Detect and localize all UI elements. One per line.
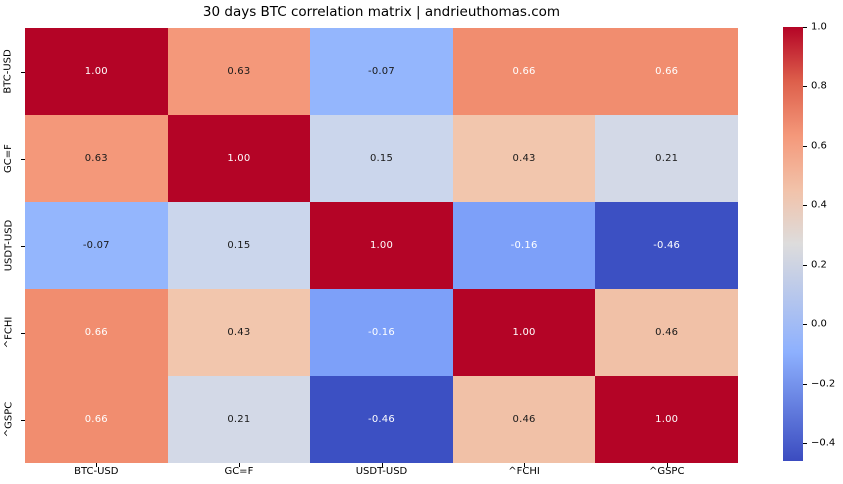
heatmap-cell: 0.46 (452, 376, 596, 463)
colorbar-tick (803, 443, 807, 445)
heatmap-cell: -0.07 (25, 202, 168, 289)
colorbar-tick (803, 264, 807, 266)
colorbar-tick (803, 324, 807, 326)
y-axis-label: BTC-USD (3, 49, 14, 94)
heatmap-cell: 0.21 (167, 376, 311, 463)
colorbar-tick (803, 27, 807, 28)
colorbar-tick-label: −0.4 (811, 437, 836, 449)
colorbar-tick (803, 145, 807, 147)
y-axis-label: USDT-USD (3, 219, 15, 272)
x-axis-label: GC=F (224, 466, 254, 477)
x-axis-tick (666, 463, 668, 467)
x-axis-label: ^GSPC (648, 466, 685, 477)
colorbar-tick (803, 383, 807, 385)
colorbar-tick (803, 86, 807, 88)
y-axis-tick (21, 158, 25, 160)
heatmap-cell: -0.46 (310, 376, 453, 463)
y-axis-tick (21, 245, 25, 247)
heatmap-cell: 1.00 (310, 202, 453, 289)
heatmap-cell: 0.15 (167, 202, 311, 289)
heatmap-cell: 0.63 (25, 115, 168, 202)
colorbar-tick-label: 0.8 (811, 80, 827, 92)
heatmap-cell: 0.43 (167, 289, 311, 376)
heatmap-cell: 0.21 (595, 115, 738, 202)
heatmap-grid: 1.00 0.63 -0.07 0.66 0.66 0.63 1.00 0.15 0.43 0.2… (25, 28, 738, 463)
x-axis-label: BTC-USD (74, 466, 119, 477)
colorbar-tick-label: 0.6 (811, 140, 827, 152)
x-axis-tick (238, 463, 240, 467)
heatmap-cell: 1.00 (595, 376, 738, 463)
heatmap-cell: 1.00 (167, 115, 311, 202)
y-axis-label: ^GSPC (3, 401, 14, 438)
colorbar-tick-label: 0.0 (811, 318, 827, 330)
y-axis-tick (21, 419, 25, 421)
colorbar-tick (803, 205, 807, 207)
heatmap-cell: 0.46 (595, 289, 738, 376)
heatmap-cell: 0.66 (25, 376, 168, 463)
y-axis-tick (21, 332, 25, 334)
y-axis-tick (21, 71, 25, 73)
colorbar-tick-label: 0.4 (811, 199, 827, 211)
heatmap-cell: -0.16 (452, 202, 596, 289)
heatmap-cell: 1.00 (25, 28, 168, 115)
heatmap-cell: 0.66 (25, 289, 168, 376)
heatmap-cell: 0.43 (452, 115, 596, 202)
heatmap-cell: 0.15 (310, 115, 453, 202)
colorbar-tick-label: −0.2 (811, 378, 836, 390)
heatmap-cell: -0.16 (310, 289, 453, 376)
x-axis-label: USDT-USD (355, 466, 408, 477)
x-axis-tick (524, 463, 526, 467)
colorbar-tick-label: 0.2 (811, 259, 827, 271)
heatmap-cell: 0.63 (167, 28, 311, 115)
x-axis-tick (381, 463, 383, 467)
x-axis-tick (96, 463, 98, 467)
heatmap-cell: -0.46 (595, 202, 738, 289)
chart-title: 30 days BTC correlation matrix | andrieu… (202, 4, 561, 20)
heatmap-cell: 0.66 (452, 28, 596, 115)
colorbar-tick-label: 1.0 (811, 21, 827, 33)
y-axis-label: ^FCHI (3, 316, 14, 349)
heatmap-cell: 1.00 (452, 289, 596, 376)
heatmap-cell: 0.66 (595, 28, 738, 115)
heatmap-cell: -0.07 (310, 28, 453, 115)
colorbar (783, 27, 803, 461)
y-axis-label: GC=F (3, 144, 14, 173)
x-axis-label: ^FCHI (508, 466, 540, 477)
